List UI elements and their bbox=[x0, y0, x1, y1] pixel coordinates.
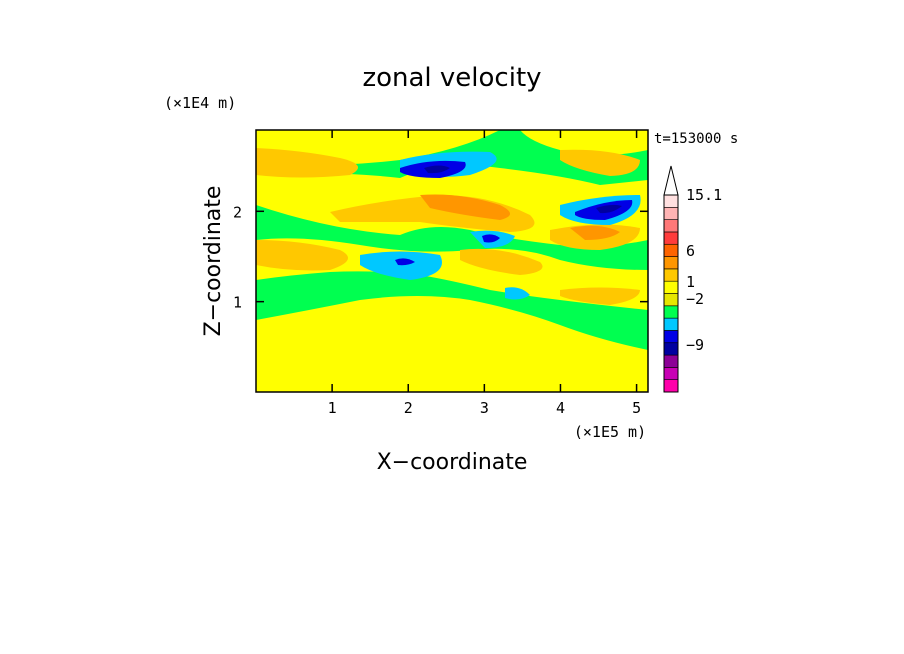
colorbar-label-1: 6 bbox=[686, 242, 695, 260]
colorbar-label-2: 1 bbox=[686, 273, 695, 291]
contour-region-11 bbox=[460, 248, 543, 275]
x-tick-label-2: 2 bbox=[404, 399, 413, 417]
contour-region-21 bbox=[482, 234, 500, 243]
contour-region-5 bbox=[256, 148, 358, 178]
colorbar-swatch-13 bbox=[663, 219, 679, 233]
contour-region-4 bbox=[256, 296, 648, 392]
colorbar-swatch-15 bbox=[663, 194, 679, 208]
colorbar-label-0: 15.1 bbox=[686, 186, 722, 204]
contour-region-13 bbox=[570, 225, 620, 240]
colorbar-frame bbox=[663, 194, 679, 393]
y-tick-label-1: 1 bbox=[233, 294, 242, 312]
colorbar-swatch-8 bbox=[663, 280, 679, 294]
colorbar-swatch-0 bbox=[663, 379, 679, 393]
y-tick-label-2: 2 bbox=[233, 203, 242, 221]
colorbar-swatch-4 bbox=[663, 330, 679, 344]
contour-region-3 bbox=[256, 238, 648, 310]
x-tick-label-4: 4 bbox=[556, 399, 565, 417]
contour-region-23 bbox=[424, 165, 450, 174]
contour-region-8 bbox=[560, 149, 640, 176]
colorbar-swatch-2 bbox=[663, 354, 679, 368]
colorbar-swatch-11 bbox=[663, 243, 679, 257]
colorbar-swatch-1 bbox=[663, 367, 679, 380]
axes: 1 2 3 4 5 1 2 bbox=[233, 130, 648, 417]
contour-region-10 bbox=[560, 287, 640, 305]
colorbar: 15.1 6 1−2 −9 bbox=[663, 165, 722, 393]
chart-title: zonal velocity bbox=[362, 63, 541, 93]
contour-region-24 bbox=[596, 204, 622, 214]
x-axis-label: X−coordinate bbox=[377, 450, 528, 475]
time-label: t=153000 s bbox=[654, 131, 738, 147]
colorbar-arrow bbox=[663, 165, 679, 196]
x-unit-label: (×1E5 m) bbox=[574, 423, 646, 441]
contour-region-16 bbox=[360, 251, 442, 280]
colorbar-label-4: −9 bbox=[686, 336, 704, 354]
y-axis-label: Z−coordinate bbox=[201, 186, 226, 337]
colorbar-swatch-12 bbox=[663, 231, 679, 245]
contour-region-18 bbox=[505, 287, 530, 300]
contour-region-1 bbox=[520, 130, 648, 155]
colorbar-swatch-10 bbox=[663, 256, 679, 270]
contour-region-22 bbox=[395, 258, 415, 266]
x-tick-label-5: 5 bbox=[632, 399, 641, 417]
colorbar-swatch-6 bbox=[663, 305, 679, 319]
colorbar-swatch-3 bbox=[663, 342, 679, 356]
contour-region-12 bbox=[420, 194, 510, 220]
plot-frame bbox=[255, 129, 649, 393]
x-tick-label-1: 1 bbox=[328, 399, 337, 417]
colorbar-swatch-9 bbox=[663, 268, 679, 282]
colorbar-label-3: −2 bbox=[686, 290, 704, 308]
x-tick-label-3: 3 bbox=[480, 399, 489, 417]
contour-field bbox=[256, 130, 648, 392]
colorbar-swatch-14 bbox=[663, 207, 679, 220]
contour-region-6 bbox=[256, 240, 348, 271]
colorbar-swatch-7 bbox=[663, 293, 679, 307]
colorbar-swatch-5 bbox=[663, 317, 679, 331]
y-unit-label: (×1E4 m) bbox=[164, 94, 236, 112]
